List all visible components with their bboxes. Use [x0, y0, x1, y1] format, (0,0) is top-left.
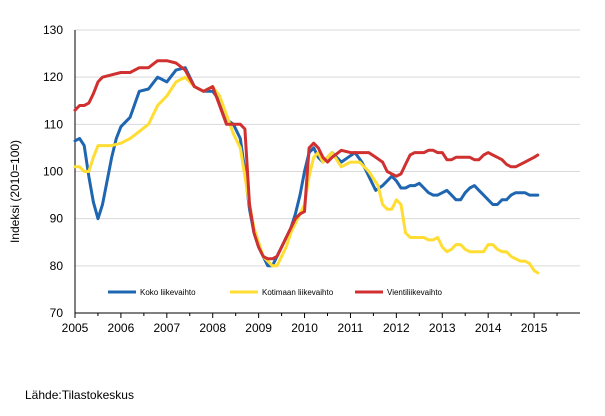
- source-note: Lähde:Tilastokeskus: [25, 388, 134, 402]
- series-lines: [73, 59, 540, 275]
- y-tick-labels: 70 80 90 100 110 120 130: [43, 23, 63, 320]
- y-tick-label: 130: [43, 23, 63, 37]
- legend-label-kotimaan-liikevaihto: Kotimaan liikevaihto: [262, 288, 334, 297]
- legend-label-vientiliikevaihto: Vientiliikevaihto: [387, 288, 443, 297]
- axes: [74, 30, 580, 318]
- x-tick-label: 2005: [62, 321, 89, 335]
- x-tick-label: 2009: [245, 321, 272, 335]
- y-axis-title: Indeksi (2010=100): [8, 140, 22, 243]
- y-tick-label: 110: [44, 117, 63, 131]
- legend-label-koko-liikevaihto: Koko liikevaihto: [140, 288, 196, 297]
- x-tick-label: 2013: [429, 321, 456, 335]
- x-tick-label: 2011: [338, 321, 364, 335]
- series-line-kotimaan-liikevaihto: [73, 75, 540, 275]
- x-tick-labels: 2005 2006 2007 2008 2009 2010 2011 2012 2013 2014…: [62, 321, 548, 335]
- y-tick-label: 80: [50, 259, 64, 273]
- series-line-vientiliikevaihto: [73, 59, 540, 261]
- y-tick-label: 70: [50, 306, 64, 320]
- x-tick-label: 2008: [199, 321, 226, 335]
- x-tick-label: 2014: [475, 321, 502, 335]
- x-tick-label: 2007: [153, 321, 180, 335]
- legend: Koko liikevaihto Kotimaan liikevaihto Vien…: [108, 288, 443, 297]
- x-tick-label: 2006: [108, 321, 135, 335]
- y-tick-label: 120: [43, 70, 63, 84]
- x-tick-label: 2015: [521, 321, 548, 335]
- x-tick-label: 2012: [383, 321, 410, 335]
- y-tick-label: 90: [50, 212, 64, 226]
- x-tick-label: 2010: [291, 321, 318, 335]
- y-tick-label: 100: [43, 165, 63, 179]
